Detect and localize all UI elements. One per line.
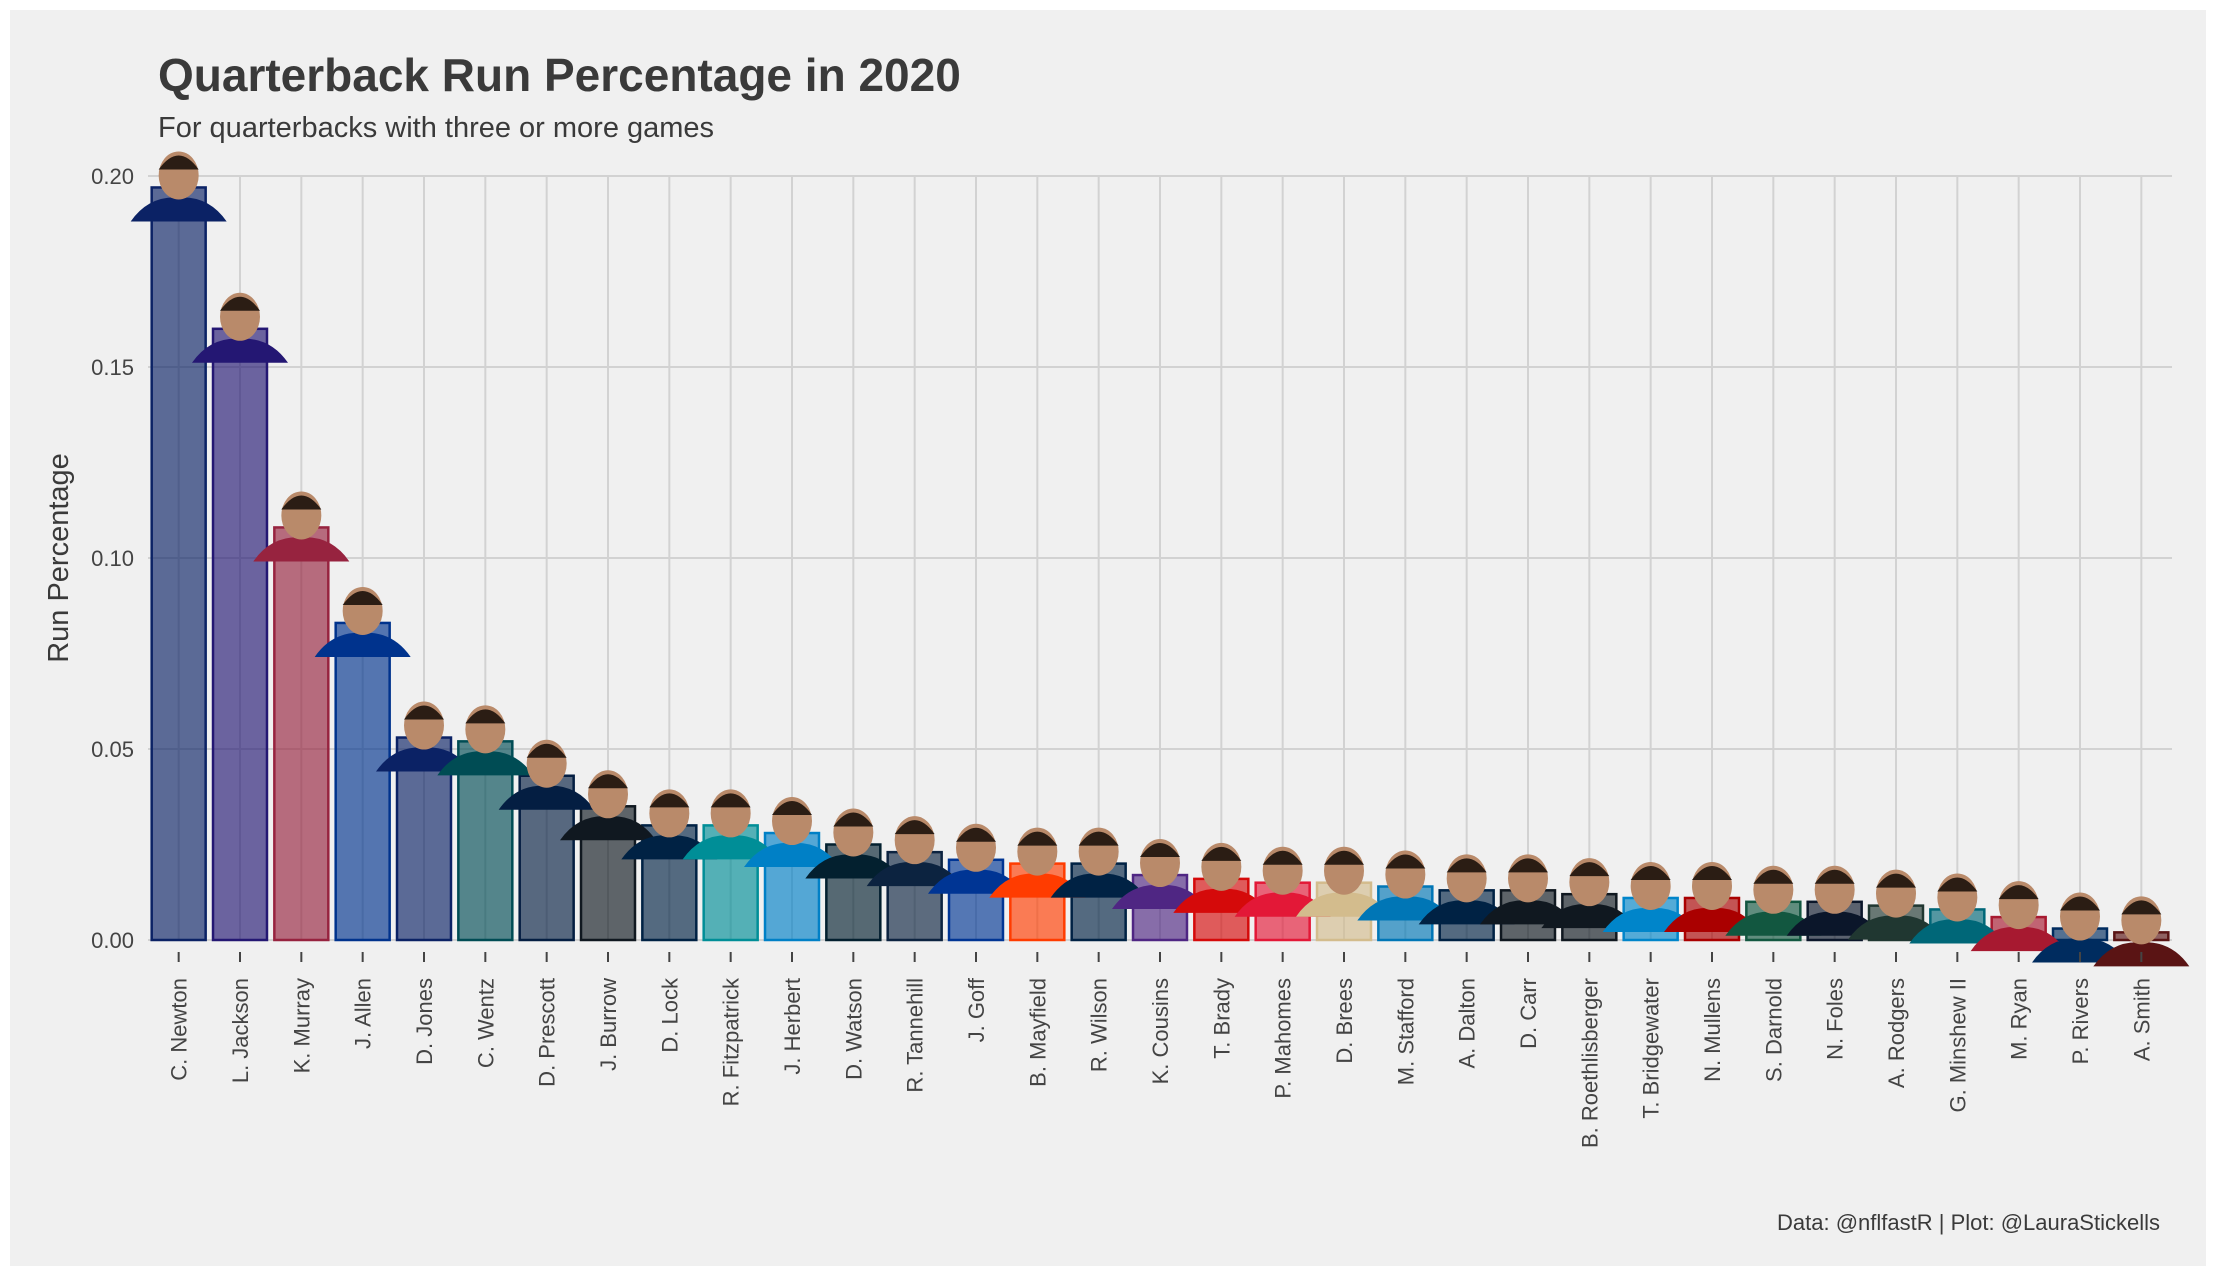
x-tick-label: J. Allen bbox=[351, 978, 376, 1049]
x-tick-label: D. Jones bbox=[412, 978, 437, 1065]
x-tick-label: R. Wilson bbox=[1087, 978, 1112, 1072]
chart-caption: Data: @nflfastR | Plot: @LauraStickells bbox=[1777, 1210, 2160, 1235]
chart-subtitle: For quarterbacks with three or more game… bbox=[158, 112, 715, 144]
bar bbox=[211, 327, 269, 942]
bar bbox=[334, 621, 391, 942]
axes: 0.00 0.05 0.10 0.15 0.20 C. Newton L. Jackson K… bbox=[91, 164, 2154, 1148]
x-tick-label: K. Murray bbox=[289, 978, 314, 1073]
player-headshot bbox=[314, 586, 411, 657]
bar bbox=[150, 186, 207, 942]
player-headshot bbox=[192, 292, 288, 363]
x-tick-label: C. Newton bbox=[167, 978, 192, 1081]
player-headshot bbox=[744, 797, 840, 868]
bar bbox=[273, 526, 330, 942]
player-headshot bbox=[1909, 873, 2006, 944]
player-headshots bbox=[130, 151, 2190, 967]
x-tick-label: T. Bridgewater bbox=[1639, 978, 1664, 1119]
x-tick-label: N. Mullens bbox=[1700, 978, 1725, 1082]
player-headshot bbox=[1970, 881, 2067, 952]
y-tick-label: 0.15 bbox=[91, 355, 134, 380]
x-tick-label: B. Mayfield bbox=[1025, 978, 1050, 1087]
x-tick-label: A. Smith bbox=[2129, 978, 2154, 1061]
x-tick-label: J. Herbert bbox=[780, 978, 805, 1075]
y-tick-label: 0.20 bbox=[91, 164, 134, 189]
x-tick-label: A. Dalton bbox=[1455, 978, 1480, 1069]
player-headshot bbox=[560, 770, 656, 841]
x-tick-label: D. Brees bbox=[1332, 978, 1357, 1064]
x-tick-label: R. Tannehill bbox=[903, 978, 928, 1093]
player-headshot bbox=[682, 789, 779, 860]
x-tick-label: P. Mahomes bbox=[1271, 978, 1296, 1099]
chart-title: Quarterback Run Percentage in 2020 bbox=[158, 49, 961, 101]
x-tick-label: J. Burrow bbox=[596, 978, 621, 1071]
player-headshot bbox=[805, 808, 902, 879]
y-tick-label: 0.05 bbox=[91, 737, 134, 762]
x-tick-label: N. Foles bbox=[1823, 978, 1848, 1060]
x-tick-label: S. Darnold bbox=[1761, 978, 1786, 1082]
player-headshot bbox=[437, 705, 534, 776]
x-tick-label: T. Brady bbox=[1209, 978, 1234, 1059]
x-tick-label: L. Jackson bbox=[228, 978, 253, 1083]
player-headshot bbox=[498, 739, 595, 810]
x-tick-label: M. Ryan bbox=[2007, 978, 2032, 1060]
x-tick-label: G. Minshew II bbox=[1945, 978, 1970, 1112]
x-tick-label: D. Watson bbox=[841, 978, 866, 1080]
x-tick-label: R. Fitzpatrick bbox=[719, 977, 744, 1106]
x-tick-label: D. Carr bbox=[1516, 978, 1541, 1049]
player-headshot bbox=[130, 151, 227, 222]
x-tick-label: A. Rodgers bbox=[1884, 978, 1909, 1088]
player-headshot bbox=[1050, 827, 1147, 898]
x-tick-label: J. Goff bbox=[964, 977, 989, 1042]
x-tick-label: K. Cousins bbox=[1148, 978, 1173, 1084]
player-headshot bbox=[866, 816, 963, 887]
player-headshot bbox=[1112, 839, 1208, 910]
x-tick-label: P. Rivers bbox=[2068, 978, 2093, 1064]
player-headshot bbox=[253, 491, 350, 562]
x-tick-label: C. Wentz bbox=[473, 978, 498, 1068]
player-headshot bbox=[1541, 858, 1638, 929]
x-tick-label: M. Stafford bbox=[1393, 978, 1418, 1085]
x-tick-label: B. Roethlisberger bbox=[1577, 978, 1602, 1148]
y-axis-title: Run Percentage bbox=[43, 453, 75, 663]
y-tick-label: 0.00 bbox=[91, 928, 134, 953]
y-tick-label: 0.10 bbox=[91, 546, 134, 571]
x-tick-label: D. Prescott bbox=[535, 978, 560, 1087]
x-tick-label: D. Lock bbox=[657, 977, 682, 1053]
